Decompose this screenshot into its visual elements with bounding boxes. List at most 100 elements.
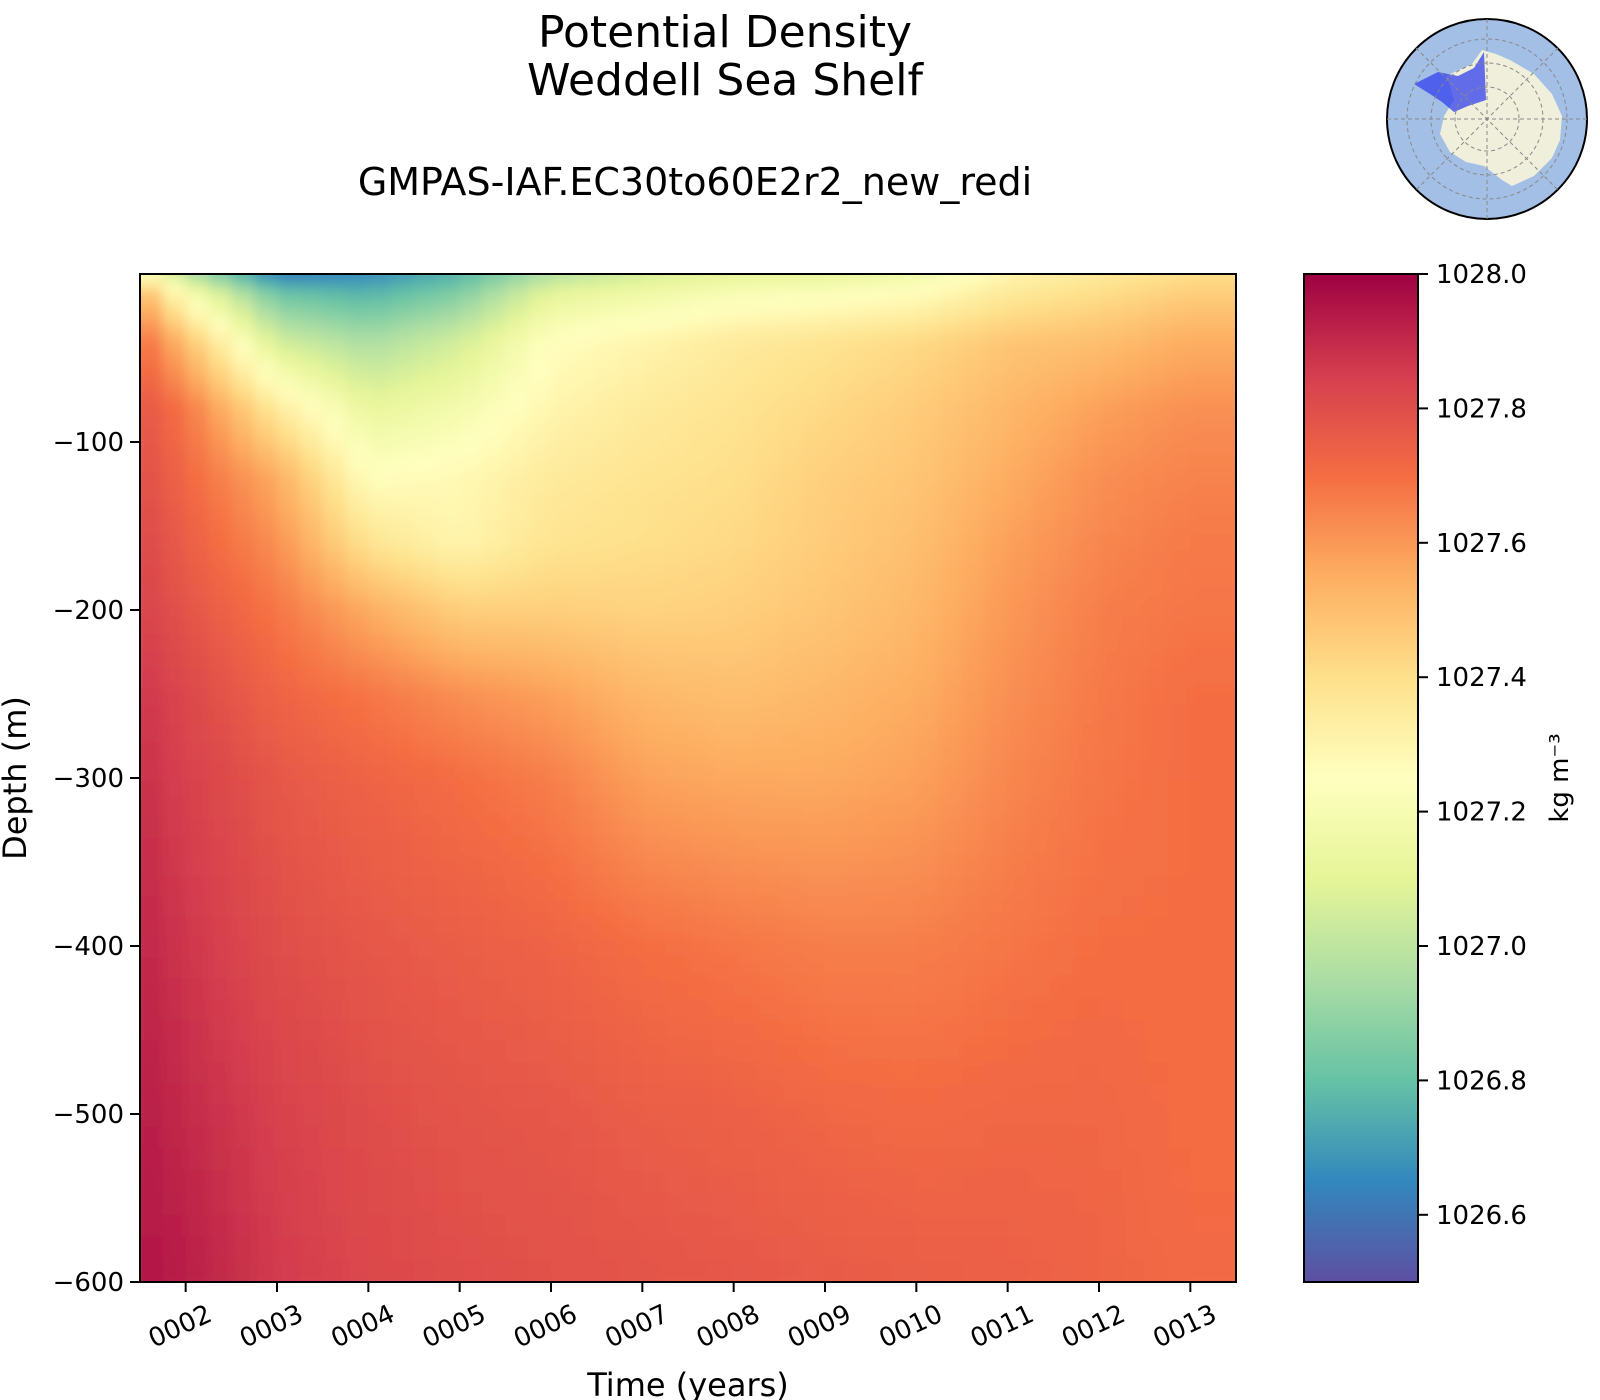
heatmap-cell: [162, 857, 187, 878]
heatmap-cell: [345, 1170, 370, 1194]
heatmap-cell: [1076, 566, 1100, 584]
heatmap-cell: [1030, 1170, 1055, 1194]
heatmap-cell: [414, 818, 438, 839]
heatmap-cell: [459, 502, 484, 520]
heatmap-cell: [528, 896, 552, 918]
heatmap-cell: [368, 274, 392, 279]
heatmap-cell: [1144, 300, 1169, 311]
heatmap-cell: [573, 566, 598, 584]
heatmap-cell: [893, 1259, 918, 1282]
heatmap-cell: [505, 760, 529, 781]
heatmap-cell: [688, 916, 712, 938]
heatmap-cell: [1099, 837, 1123, 858]
heatmap-cell: [231, 599, 255, 618]
heatmap-cell: [322, 1083, 347, 1106]
heatmap-cell: [1007, 274, 1032, 279]
heatmap-cell: [962, 916, 986, 938]
heatmap-cell: [414, 723, 438, 744]
heatmap-cell: [322, 896, 347, 918]
heatmap-cell: [939, 291, 963, 301]
heatmap-cell: [756, 779, 781, 800]
heatmap-cell: [162, 957, 187, 979]
heatmap-cell: [733, 798, 758, 819]
heatmap-cell: [1030, 457, 1055, 474]
heatmap-cell: [140, 472, 164, 489]
heatmap-cell: [1053, 340, 1077, 353]
heatmap-cell: [185, 340, 210, 353]
heatmap-cell: [847, 876, 872, 898]
heatmap-cell: [825, 415, 849, 430]
heatmap-cell: [414, 798, 438, 819]
heatmap-cell: [1007, 916, 1032, 938]
heatmap-cell: [505, 1259, 529, 1282]
heatmap-cell: [733, 429, 758, 445]
heatmap-cell: [688, 798, 712, 819]
heatmap-cell: [893, 779, 918, 800]
heatmap-cell: [573, 651, 598, 671]
heatmap-cell: [916, 340, 940, 353]
heatmap-cell: [847, 957, 872, 979]
heatmap-cell: [984, 1040, 1009, 1063]
heatmap-cell: [756, 837, 781, 858]
heatmap-cell: [345, 651, 370, 671]
heatmap-cell: [436, 837, 461, 858]
heatmap-cell: [642, 329, 666, 342]
heatmap-cell: [916, 457, 940, 474]
heatmap-cell: [505, 278, 529, 286]
heatmap-cell: [939, 550, 963, 568]
heatmap-cell: [1167, 705, 1192, 725]
heatmap-cell: [368, 1019, 392, 1042]
heatmap-cell: [665, 818, 689, 839]
heatmap-cell: [665, 340, 689, 353]
heatmap-cell: [893, 518, 918, 535]
heatmap-cell: [391, 309, 415, 320]
heatmap-cell: [916, 1019, 940, 1042]
heatmap-cell: [1144, 1062, 1169, 1085]
heatmap-cell: [1099, 300, 1123, 311]
heatmap-cell: [208, 1019, 233, 1042]
heatmap-cell: [482, 401, 507, 417]
heatmap-cell: [642, 457, 666, 474]
heatmap-cell: [459, 329, 484, 342]
heatmap-cell: [642, 415, 666, 430]
heatmap-cell: [779, 351, 803, 365]
heatmap-cell: [277, 274, 301, 279]
heatmap-cell: [299, 1104, 324, 1128]
heatmap-cell: [1121, 1259, 1146, 1282]
heatmap-cell: [254, 669, 278, 689]
heatmap-cell: [414, 472, 438, 489]
heatmap-cell: [733, 1126, 758, 1150]
heatmap-cell: [1076, 300, 1100, 311]
x-tick-label: 0010: [875, 1299, 948, 1354]
heatmap-cell: [1030, 583, 1055, 601]
heatmap-cell: [939, 518, 963, 535]
heatmap-cell: [847, 1040, 872, 1063]
heatmap-cell: [1099, 1062, 1123, 1085]
heatmap-cell: [254, 319, 278, 331]
heatmap-cell: [1190, 1192, 1214, 1216]
heatmap-cell: [1053, 472, 1077, 489]
heatmap-cell: [1213, 388, 1236, 403]
heatmap-cell: [208, 998, 233, 1021]
heatmap-cell: [756, 857, 781, 878]
heatmap-cell: [1053, 634, 1077, 653]
heatmap-cell: [345, 1104, 370, 1128]
heatmap-cell: [1099, 309, 1123, 320]
heatmap-cell: [505, 1126, 529, 1150]
heatmap-cell: [1190, 1040, 1214, 1063]
heatmap-cell: [573, 1214, 598, 1238]
heatmap-cell: [1007, 1192, 1032, 1216]
heatmap-cell: [688, 669, 712, 689]
heatmap-cell: [1076, 876, 1100, 898]
heatmap-cell: [688, 583, 712, 601]
heatmap-cell: [733, 837, 758, 858]
heatmap-cell: [916, 1062, 940, 1085]
heatmap-cell: [277, 760, 301, 781]
heatmap-cell: [254, 443, 278, 459]
heatmap-cell: [551, 876, 575, 898]
heatmap-cell: [414, 429, 438, 445]
heatmap-cell: [573, 896, 598, 918]
heatmap-cell: [1030, 978, 1055, 1000]
heatmap-cell: [414, 669, 438, 689]
heatmap-cell: [482, 1259, 507, 1282]
